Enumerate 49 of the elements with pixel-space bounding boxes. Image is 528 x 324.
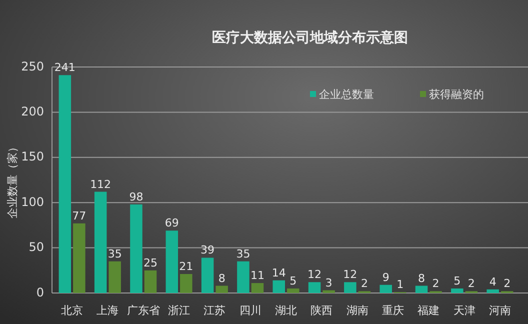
data-label: 8 [218, 272, 226, 285]
data-label: 12 [308, 268, 322, 282]
x-tick-label: 陕西 [310, 304, 333, 317]
data-label: 11 [250, 269, 264, 282]
data-label: 5 [454, 274, 461, 288]
data-label: 3 [325, 276, 332, 290]
data-label: 12 [343, 268, 358, 282]
y-axis-title: 企业数量（家） [6, 142, 19, 218]
data-label: 9 [382, 270, 390, 284]
x-tick-label: 湖南 [346, 304, 368, 317]
y-tick-label: 50 [28, 240, 44, 254]
x-tick-label: 重庆 [382, 304, 404, 317]
data-label: 2 [468, 277, 475, 290]
data-label: 112 [90, 178, 112, 191]
x-tick-label: 浙江 [168, 304, 190, 317]
data-label: 5 [290, 274, 297, 288]
legend-label: 获得融资的 [429, 88, 484, 102]
x-tick-label: 福建 [418, 304, 440, 317]
data-label: 2 [504, 277, 511, 290]
data-label: 35 [108, 247, 122, 260]
legend-label: 企业总数量 [319, 88, 374, 102]
x-tick-label: 广东省 [126, 304, 160, 317]
data-label: 241 [54, 61, 76, 74]
data-label: 25 [143, 256, 158, 270]
data-label: 35 [236, 247, 250, 260]
data-label: 39 [200, 244, 215, 257]
data-label: 8 [418, 272, 426, 285]
y-tick-label: 0 [36, 285, 44, 300]
data-label: 98 [129, 190, 144, 204]
chart-title: 医疗大数据公司地域分布示意图 [212, 29, 408, 46]
y-tick-label: 250 [21, 59, 44, 74]
data-label: 4 [489, 275, 496, 288]
data-label: 69 [164, 216, 179, 230]
x-tick-label: 河南 [488, 304, 511, 317]
y-tick-label: 100 [21, 194, 44, 209]
x-tick-label: 江苏 [204, 304, 226, 317]
x-tick-label: 天津 [453, 304, 476, 317]
x-tick-label: 北京 [61, 304, 84, 317]
data-label: 2 [360, 277, 368, 290]
data-label: 21 [179, 260, 194, 274]
y-tick-label: 200 [21, 104, 44, 118]
data-label: 2 [432, 277, 440, 290]
data-label: 1 [396, 278, 404, 292]
data-label: 14 [272, 266, 286, 280]
x-tick-label: 湖北 [275, 304, 297, 317]
x-tick-label: 四川 [239, 304, 262, 317]
x-tick-label: 上海 [96, 304, 119, 317]
data-label: 77 [72, 209, 86, 222]
y-tick-label: 150 [21, 150, 44, 164]
